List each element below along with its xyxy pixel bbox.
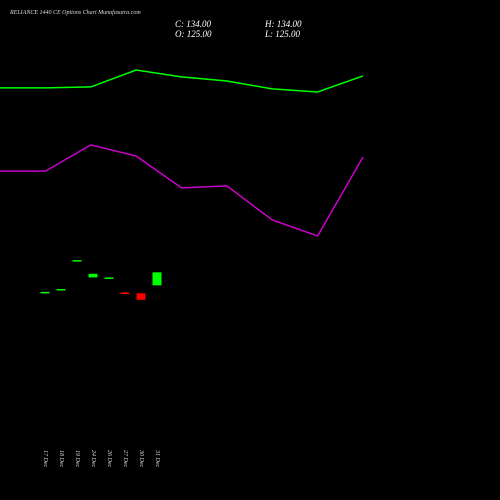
x-tick-label: 26 Dec — [106, 450, 112, 467]
indicator-line — [0, 69, 364, 93]
candle-body — [88, 273, 98, 278]
open-label: O: 125.00 — [175, 29, 212, 39]
high-label: H: 134.00 — [264, 19, 302, 29]
candle-body — [152, 272, 162, 286]
candle-body — [72, 260, 82, 262]
candle-body — [40, 291, 50, 294]
x-tick-label: 24 Dec — [90, 450, 97, 467]
x-tick-label: 17 Dec — [42, 450, 48, 467]
candle-body — [104, 277, 114, 279]
candle-body — [56, 288, 66, 291]
x-tick-label: 31 Dec — [154, 449, 160, 467]
candle-body — [136, 293, 146, 300]
x-tick-label: 27 Dec — [122, 450, 128, 467]
x-tick-label: 18 Dec — [58, 450, 64, 467]
indicator-line — [0, 144, 364, 237]
x-tick-label: 30 Dec — [138, 449, 144, 467]
low-label: L: 125.00 — [264, 29, 301, 39]
x-tick-label: 19 Dec — [74, 450, 80, 467]
candle-body — [120, 292, 130, 295]
close-label: C: 134.00 — [175, 19, 212, 29]
chart-title: RELIANCE 1440 CE Options Chart Munafasut… — [9, 9, 141, 16]
